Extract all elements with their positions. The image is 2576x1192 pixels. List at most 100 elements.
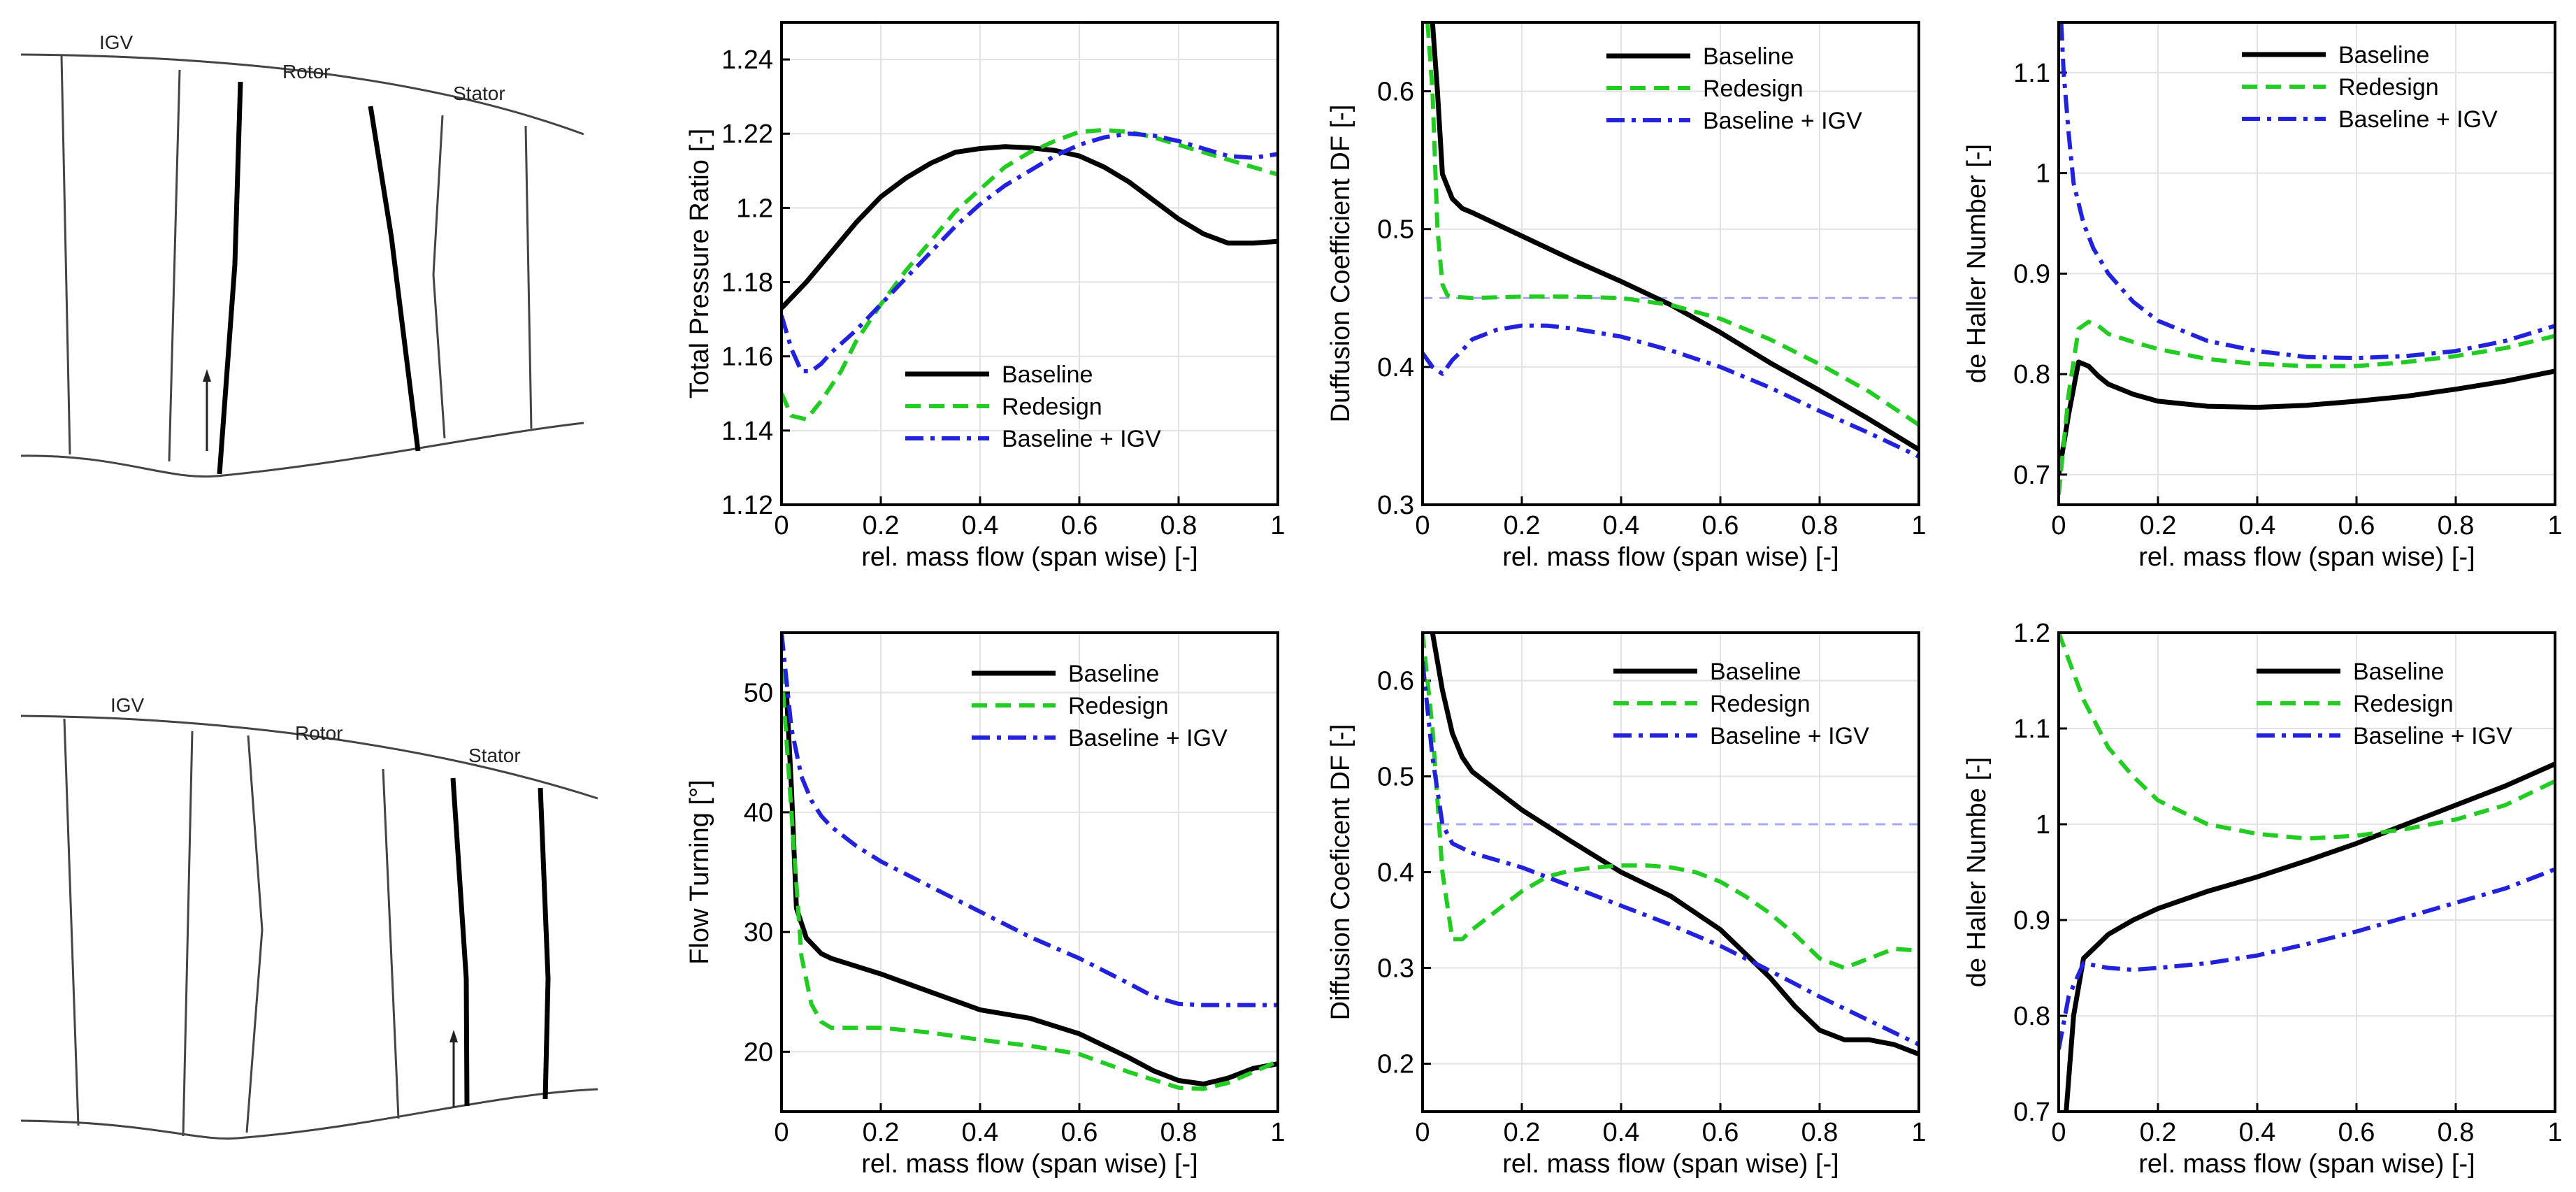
x-tick-label: 0 — [1415, 511, 1430, 540]
sketch-label-igv: IGV — [110, 694, 145, 716]
series-line-baseline-igv — [782, 633, 1278, 1007]
y-tick-label: 0.4 — [1377, 353, 1414, 382]
series-line-baseline — [2064, 761, 2555, 1112]
x-tick-label: 0.2 — [863, 1118, 900, 1147]
series-line-redesign — [2059, 319, 2555, 495]
y-tick-label: 30 — [744, 918, 773, 947]
meridional-sketch-1: IGV Rotor Stator — [20, 31, 584, 478]
legend-label: Baseline + IGV — [2338, 106, 2498, 133]
plot-frame — [2057, 21, 2556, 506]
plot-frame — [780, 21, 1279, 506]
chart-diffusion-coefficient-rotor: 0 0.2 0.4 0.6 0.8 1 0.3 0.4 0.5 0.6 rel. mass flow… — [1326, 21, 1927, 572]
y-tick-label: 1.16 — [721, 343, 773, 372]
x-tick-label: 0.2 — [2140, 1118, 2177, 1147]
x-tick-label: 0.8 — [2438, 511, 2475, 540]
y-tick-label: 1.18 — [721, 268, 773, 298]
x-axis-title: rel. mass flow (span wise) [-] — [2138, 1149, 2475, 1179]
series-line-baseline — [782, 144, 1278, 310]
igv-trailing-edge — [168, 69, 181, 462]
series-line-redesign — [2059, 633, 2555, 841]
series-line-baseline-igv — [1423, 323, 1919, 459]
y-tick-label: 1.2 — [736, 194, 773, 223]
y-tick-label: 0.2 — [1377, 1050, 1414, 1079]
y-tick-label: 0.7 — [2013, 1098, 2050, 1127]
x-tick-label: 0.2 — [1504, 1118, 1541, 1147]
x-tick-label: 1 — [1270, 1118, 1285, 1147]
series-line-baseline — [1430, 22, 1919, 452]
chart-de-haller-rotor: 0 0.2 0.4 0.6 0.8 1 0.7 0.8 0.9 1 1.1 rel. mass flo… — [1962, 21, 2563, 572]
rotor-trailing-edge — [382, 768, 400, 1119]
series-line-baseline-igv — [2059, 22, 2555, 361]
x-tick-label: 0.4 — [2239, 1118, 2276, 1147]
series-line-redesign — [1425, 22, 1919, 427]
igv-leading-edge — [60, 55, 71, 455]
x-axis-title: rel. mass flow (span wise) [-] — [861, 1149, 1197, 1179]
x-tick-label: 0 — [774, 1118, 789, 1147]
y-tick-label: 1.12 — [721, 491, 773, 520]
plot-frame — [1421, 21, 1920, 506]
rotor-leading-edge[interactable] — [217, 81, 243, 475]
y-tick-label: 0.3 — [1377, 491, 1414, 520]
x-tick-label: 0.6 — [1702, 1118, 1739, 1147]
series-line-baseline — [1430, 633, 1919, 1057]
plot-frame — [2057, 631, 2556, 1113]
x-tick-label: 0.6 — [2338, 511, 2375, 540]
x-tick-label: 0.4 — [962, 511, 999, 540]
flow-arrow-head-icon — [203, 369, 211, 382]
y-tick-label: 0.6 — [1377, 667, 1414, 696]
series-line-redesign — [782, 127, 1278, 422]
series-line-baseline — [2059, 359, 2555, 475]
legend-label: Baseline + IGV — [1068, 725, 1228, 752]
y-tick-label: 0.5 — [1377, 763, 1414, 792]
x-axis-title: rel. mass flow (span wise) [-] — [1502, 1149, 1839, 1179]
igv-leading-edge — [63, 718, 80, 1126]
chart-total-pressure-ratio: 0 0.2 0.4 0.6 0.8 1 1.12 1.14 1.16 1.18 1.2 1.22 1.2… — [685, 21, 1286, 572]
series-line-baseline-igv — [782, 131, 1278, 373]
legend-label: Redesign — [1068, 693, 1169, 719]
stator-trailing-edge[interactable] — [538, 787, 551, 1100]
chart-flow-turning: 0 0.2 0.4 0.6 0.8 1 20 30 40 50 rel. mass flow (sp… — [685, 631, 1286, 1179]
x-tick-label: 0.4 — [962, 1118, 999, 1147]
x-tick-label: 0.6 — [1061, 1118, 1098, 1147]
chart-de-haller-stator: 0 0.2 0.4 0.6 0.8 1 0.7 0.8 0.9 1 1.1 1.2 rel. mass … — [1962, 619, 2563, 1179]
legend-label: Baseline + IGV — [1002, 426, 1161, 452]
x-tick-label: 0 — [774, 511, 789, 540]
legend-label: Baseline — [1002, 361, 1093, 388]
x-axis-title: rel. mass flow (span wise) [-] — [2138, 543, 2475, 572]
y-tick-label: 0.6 — [1377, 78, 1414, 107]
legend-label: Baseline — [1710, 659, 1801, 685]
casing-line — [20, 715, 598, 800]
legend-label: Redesign — [1703, 76, 1804, 102]
y-tick-label: 0.3 — [1377, 954, 1414, 984]
y-tick-label: 1.24 — [721, 45, 773, 75]
x-tick-label: 0.2 — [863, 511, 900, 540]
meridional-sketch-2: IGV Rotor Stator — [20, 694, 598, 1140]
y-tick-label: 1 — [2036, 810, 2050, 840]
rotor-trailing-edge[interactable] — [368, 106, 421, 452]
legend-label: Baseline — [1703, 43, 1794, 70]
legend-label: Baseline — [2353, 659, 2444, 685]
igv-trailing-edge — [182, 731, 194, 1137]
y-axis-title: Diffusion Coeficent DF [-] — [1326, 724, 1355, 1021]
y-axis-title: de Haller Numbe [-] — [1962, 757, 1992, 987]
x-axis-title: rel. mass flow (span wise) [-] — [1502, 543, 1839, 572]
plot-frame — [780, 631, 1279, 1113]
stator-leading-edge[interactable] — [450, 777, 470, 1107]
y-tick-label: 0.8 — [2013, 1002, 2050, 1031]
x-tick-label: 0.8 — [1801, 511, 1839, 540]
y-tick-label: 1.1 — [2013, 715, 2050, 744]
series-line-baseline — [784, 692, 1278, 1087]
y-axis-title: Flow Turning [°] — [685, 780, 714, 964]
rotor-leading-edge — [245, 735, 264, 1133]
x-tick-label: 0.6 — [1061, 511, 1098, 540]
legend-label: Baseline + IGV — [1710, 723, 1869, 749]
x-tick-label: 0.4 — [2239, 511, 2276, 540]
sketch-label-stator: Stator — [468, 745, 521, 766]
y-tick-label: 1.2 — [2013, 619, 2050, 648]
x-tick-label: 0 — [2051, 1118, 2066, 1147]
sketch-label-rotor: Rotor — [282, 61, 330, 82]
y-tick-label: 40 — [744, 798, 773, 828]
x-tick-label: 1 — [1911, 511, 1926, 540]
y-axis-title: Duffusion Coefficient DF [-] — [1326, 105, 1355, 423]
